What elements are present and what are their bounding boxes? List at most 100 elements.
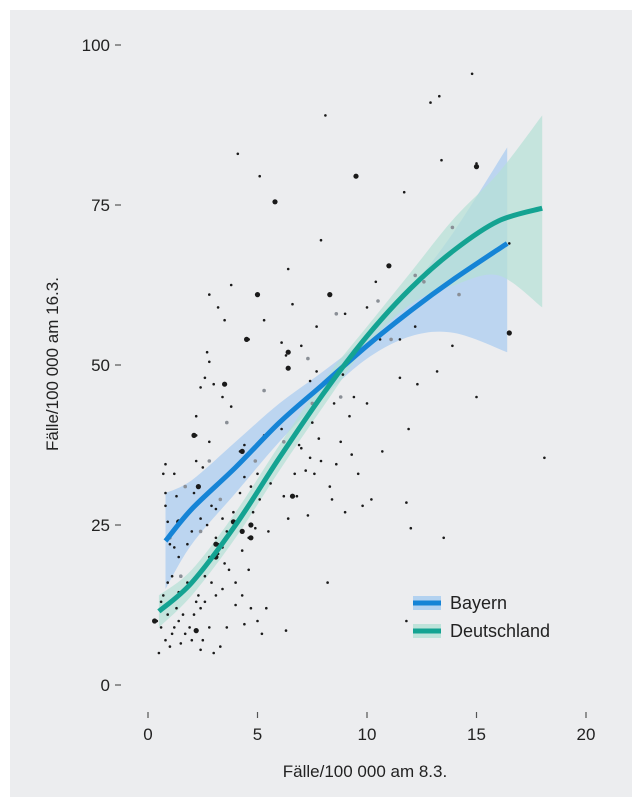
data-point <box>267 530 270 533</box>
x-tick-label: 5 <box>253 725 262 744</box>
data-point-large <box>254 292 261 298</box>
data-point <box>238 491 242 495</box>
data-point <box>475 395 478 399</box>
data-point <box>319 238 323 242</box>
data-point <box>315 370 318 373</box>
data-point-medium <box>413 273 418 278</box>
data-point <box>166 520 169 524</box>
data-point <box>262 318 266 322</box>
data-point <box>442 536 446 540</box>
data-point-large <box>353 173 359 179</box>
data-point-medium <box>262 388 266 393</box>
fit-lines <box>157 205 543 614</box>
data-point <box>332 402 336 405</box>
data-point <box>181 613 185 616</box>
data-point <box>438 94 441 98</box>
data-point <box>173 472 176 476</box>
data-point <box>265 606 268 610</box>
data-point <box>199 648 202 652</box>
data-point <box>451 344 454 348</box>
data-point <box>300 344 303 348</box>
data-point-medium <box>450 225 455 230</box>
data-point <box>291 302 294 306</box>
data-point <box>361 504 364 508</box>
data-point <box>251 510 255 514</box>
data-point <box>240 549 244 552</box>
data-point <box>183 632 187 636</box>
data-point <box>304 469 308 472</box>
data-point-medium <box>183 484 187 489</box>
data-point-large <box>239 448 245 454</box>
data-point <box>205 350 209 354</box>
data-point <box>201 638 205 642</box>
data-point <box>348 414 351 418</box>
data-point <box>168 542 172 546</box>
data-point <box>177 619 180 623</box>
data-point <box>260 632 264 636</box>
legend-label: Deutschland <box>450 621 550 641</box>
data-point-medium <box>338 395 343 399</box>
data-point <box>210 581 213 584</box>
data-point <box>159 626 163 629</box>
data-point-medium <box>422 280 426 284</box>
data-point <box>214 507 218 511</box>
data-point <box>173 626 176 629</box>
data-point <box>236 152 240 156</box>
data-point-large <box>191 432 197 438</box>
data-point-large <box>327 292 333 298</box>
data-point <box>365 402 369 405</box>
data-point-large <box>272 199 278 205</box>
data-point-large <box>193 628 199 634</box>
data-point <box>284 354 288 357</box>
data-point <box>407 427 410 431</box>
data-point <box>284 629 288 632</box>
data-point <box>440 158 443 162</box>
data-point <box>543 456 546 460</box>
data-point-large <box>386 263 392 269</box>
legend-label: Bayern <box>450 593 507 613</box>
data-point-large <box>473 164 480 170</box>
data-point <box>286 267 290 271</box>
data-point-large <box>289 493 296 499</box>
y-tick-label: 25 <box>91 516 110 535</box>
data-point <box>194 600 198 604</box>
data-point <box>223 562 226 565</box>
data-point <box>166 581 169 584</box>
data-point <box>343 510 347 514</box>
data-point <box>405 619 408 623</box>
data-point <box>282 494 286 498</box>
data-point-large <box>285 365 291 371</box>
data-point <box>326 581 329 584</box>
data-point <box>339 440 343 444</box>
data-point <box>330 498 334 501</box>
data-point <box>203 600 207 604</box>
y-axis-title: Fälle/100 000 am 16.3. <box>43 277 62 451</box>
data-point <box>170 632 174 636</box>
data-point <box>170 574 174 578</box>
data-point <box>164 491 167 495</box>
data-point <box>190 530 194 533</box>
data-point-medium <box>218 497 223 502</box>
data-point <box>188 626 191 629</box>
x-axis-title: Fälle/100 000 am 8.3. <box>283 762 447 781</box>
data-point <box>286 517 290 520</box>
data-point <box>203 376 207 380</box>
data-point <box>194 414 198 418</box>
data-point <box>308 379 312 383</box>
data-point <box>247 568 250 572</box>
fit-line-1 <box>163 241 509 543</box>
data-point <box>208 360 211 364</box>
data-point <box>313 472 316 476</box>
y-tick-label: 50 <box>91 356 110 375</box>
data-point <box>254 526 257 530</box>
data-point <box>199 386 202 389</box>
data-point <box>229 283 233 287</box>
data-point-medium <box>207 459 212 463</box>
data-point <box>365 306 369 309</box>
data-point-medium <box>253 459 258 463</box>
data-point <box>208 293 211 296</box>
data-point <box>470 72 474 76</box>
data-point <box>280 427 283 431</box>
data-point <box>256 619 259 623</box>
